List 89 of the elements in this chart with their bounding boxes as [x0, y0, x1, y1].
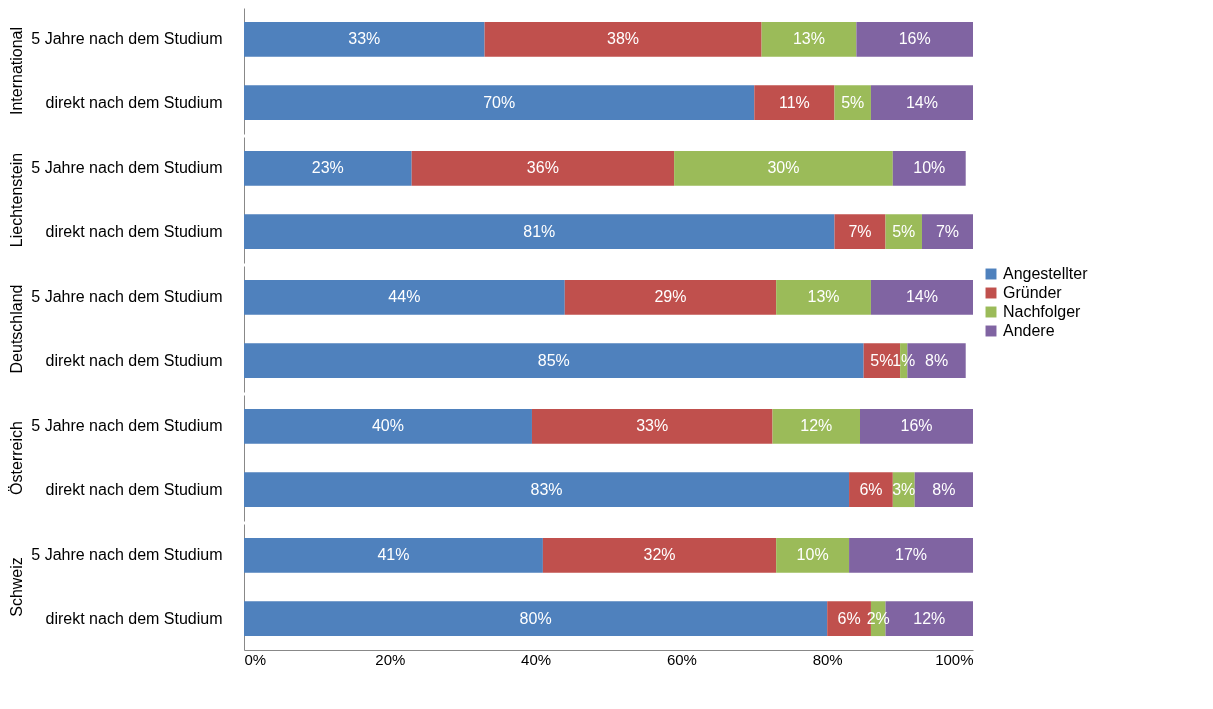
data-label: 33% [636, 417, 669, 435]
data-label: 16% [900, 417, 933, 435]
legend-label: Angestellter [1003, 265, 1089, 282]
x-tick-label: 60% [666, 650, 697, 668]
text: Schweiz [7, 557, 25, 617]
data-label: 80% [519, 609, 552, 627]
data-label: 13% [792, 30, 825, 48]
data-label: 5% [841, 93, 865, 111]
bar [754, 85, 835, 121]
bar [860, 408, 973, 444]
data-label: 33% [348, 30, 381, 48]
legend-label: Andere [1003, 322, 1055, 339]
data-label: 7% [935, 222, 960, 240]
legend-label: Gründer [1003, 284, 1063, 301]
bar [674, 150, 893, 186]
data-label: 5% [870, 351, 894, 369]
bar [921, 214, 973, 250]
data-label: 14% [905, 93, 938, 111]
data-label: 85% [537, 351, 570, 369]
x-tick-label: 20% [375, 650, 406, 668]
x-tick-label: 0% [244, 650, 267, 668]
data-label: 81% [523, 222, 556, 240]
y-tick-label: direkt nach dem Studium [45, 93, 223, 111]
data-label: 12% [913, 609, 946, 627]
y-tick-label: direkt nach dem Studium [45, 351, 223, 369]
data-label: 29% [654, 288, 687, 306]
legend-label: Nachfolger [1003, 303, 1082, 320]
data-label: 8% [932, 480, 956, 498]
bar [914, 472, 973, 508]
bar [244, 408, 532, 444]
data-label: 32% [643, 546, 676, 564]
data-label: 5% [892, 222, 916, 240]
text: Österreich [7, 421, 25, 495]
data-label: 30% [767, 159, 800, 177]
bar [484, 21, 762, 57]
bar [244, 472, 850, 508]
bar [772, 408, 861, 444]
data-label: 16% [898, 30, 931, 48]
data-label: 23% [311, 159, 344, 177]
bar [892, 150, 966, 186]
x-tick-label: 40% [521, 650, 552, 668]
data-label: 17% [895, 546, 928, 564]
data-label: 11% [778, 93, 810, 111]
text: Deutschland [7, 284, 25, 374]
bar [564, 279, 777, 315]
data-label: 41% [377, 546, 410, 564]
y-tick-label: 5 Jahre nach dem Studium [31, 30, 223, 48]
bar [244, 85, 755, 121]
x-tick-label: 80% [812, 650, 843, 668]
y-tick-label: 5 Jahre nach dem Studium [31, 288, 223, 306]
bar [856, 21, 973, 57]
bar [870, 85, 973, 121]
bar [834, 214, 886, 250]
data-label: 6% [837, 609, 861, 627]
bar [870, 279, 973, 315]
y-tick-label: 5 Jahre nach dem Studium [31, 159, 223, 177]
data-label: 36% [526, 159, 559, 177]
data-label: 40% [371, 417, 404, 435]
data-label: 6% [859, 480, 883, 498]
bar [244, 214, 835, 250]
bar [244, 343, 864, 379]
y-tick-label: direkt nach dem Studium [45, 609, 223, 627]
bar [849, 472, 893, 508]
data-label: 8% [924, 351, 949, 369]
bar [776, 279, 871, 315]
data-label: 13% [807, 288, 840, 306]
bar [244, 150, 412, 186]
data-label: 83% [530, 480, 563, 498]
text: Liechtenstein [7, 152, 25, 248]
data-label: 10% [913, 159, 946, 177]
y-tick-label: direkt nach dem Studium [45, 222, 223, 240]
bar [244, 21, 485, 57]
bar [531, 408, 773, 444]
data-label: 12% [800, 417, 833, 435]
data-label: 14% [905, 288, 938, 306]
bar [244, 279, 565, 315]
bar [761, 21, 857, 57]
data-label: 44% [388, 288, 421, 306]
data-label: 3% [892, 480, 916, 498]
data-label: 7% [848, 222, 872, 240]
data-label: 38% [607, 30, 640, 48]
bar [411, 150, 675, 186]
y-tick-label: 5 Jahre nach dem Studium [31, 417, 223, 435]
x-tick-label: 100% [935, 650, 974, 668]
data-label: 10% [796, 546, 829, 564]
data-label: 70% [483, 93, 516, 111]
text: International [7, 26, 25, 116]
y-tick-label: direkt nach dem Studium [45, 480, 223, 498]
y-tick-label: 5 Jahre nach dem Studium [31, 546, 223, 564]
